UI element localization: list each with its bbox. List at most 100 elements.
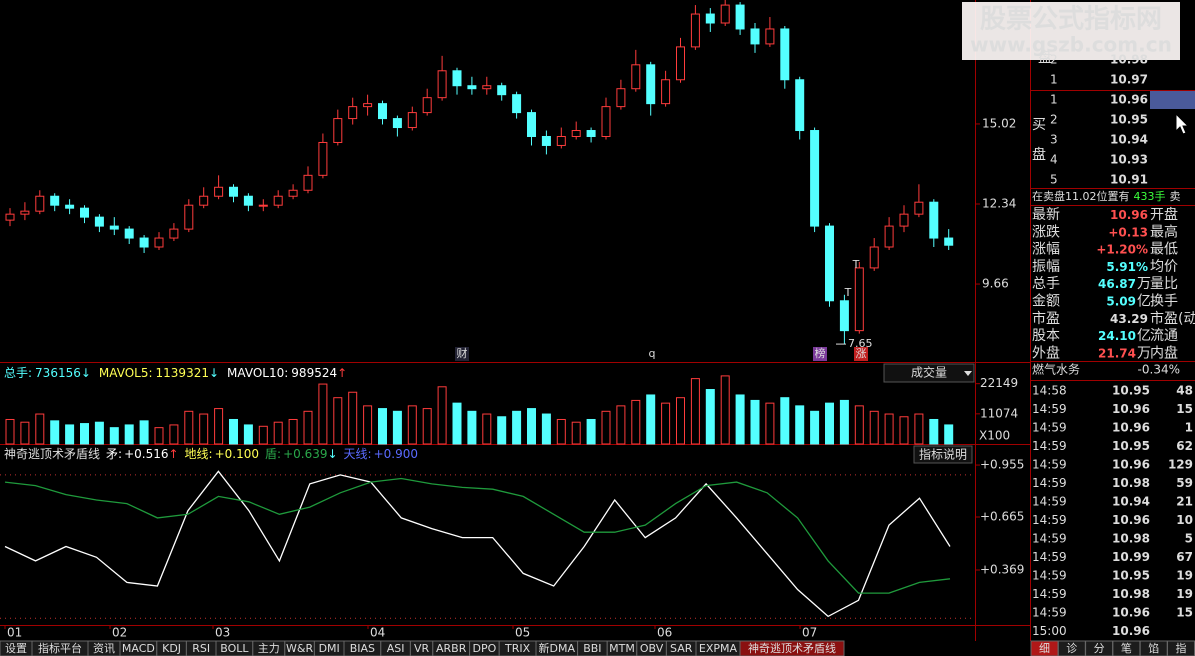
y-tick-label: 12.34 [982, 196, 1016, 210]
quote-label: 金额 [1032, 294, 1060, 310]
quote-label: 最新 [1032, 207, 1060, 223]
candle-body [80, 207, 89, 218]
help-box[interactable] [913, 445, 973, 464]
candle-body [363, 103, 373, 108]
annotation: 涨 [856, 347, 867, 360]
tab-label: KDJ [162, 642, 181, 655]
trade-price: 10.96 [1112, 513, 1150, 527]
candle-body [5, 213, 15, 221]
selector-box[interactable] [883, 363, 975, 383]
quote-unit: 亿 [1137, 294, 1151, 310]
volume-bar [839, 399, 849, 445]
tab-label: BBI [583, 642, 601, 655]
book-price: 10.93 [1110, 153, 1148, 167]
candle-body [303, 174, 313, 191]
trade-price: 10.95 [1112, 439, 1150, 453]
trade-price: 10.96 [1112, 421, 1150, 435]
side-tab-label: 指 [1176, 641, 1187, 655]
quote-value: 10.96 [1110, 208, 1148, 222]
candle-body [407, 112, 417, 129]
candle-body [154, 237, 164, 248]
volume-bar [795, 405, 805, 445]
y-tick-label: 15.02 [982, 116, 1016, 130]
candle-body [676, 46, 685, 81]
volume-bar [854, 405, 864, 445]
candle-body [437, 70, 447, 99]
tab-label: VR [414, 642, 430, 655]
book-side-label: 盘 [1038, 49, 1052, 66]
trade-price: 10.98 [1112, 476, 1150, 490]
candle-body [839, 300, 849, 332]
candle-body [333, 118, 343, 143]
y-tick-label: +0.665 [980, 509, 1024, 523]
tab-label: 神奇逃顶术矛盾线 [748, 641, 836, 655]
volume-bar [333, 397, 343, 445]
volume-bar [50, 420, 60, 445]
candle-body [869, 246, 879, 269]
header-arrow: ↓ [327, 447, 337, 461]
volume-bar [571, 421, 581, 445]
header-value: +0.516 [124, 447, 168, 461]
candle-body [690, 13, 700, 48]
volume-bar [601, 410, 611, 445]
volume-bar [825, 402, 834, 445]
trade-volume: 48 [1176, 384, 1193, 398]
volume-bar [616, 405, 626, 445]
book-notice: 在卖盘11.02位置有 433手卖 [1032, 189, 1181, 203]
candle-body [914, 201, 924, 215]
volume-bar [154, 427, 164, 445]
y-tick-label: +0.369 [980, 563, 1024, 577]
trade-time: 15:00 [1032, 624, 1067, 638]
tab-label: MACD [122, 642, 155, 655]
tab-label: ASI [387, 642, 405, 655]
volume-bar [929, 418, 939, 445]
selection [1150, 91, 1195, 109]
volume-bar [482, 413, 492, 445]
quote-value: 21.74 [1098, 346, 1136, 360]
candle-body [20, 210, 30, 215]
volume-bar [363, 405, 373, 445]
quote-right-label: 开盘 [1150, 206, 1178, 223]
trade-price: 10.98 [1112, 532, 1150, 546]
book-level: 5 [1050, 173, 1058, 187]
trade-volume: 19 [1176, 569, 1193, 583]
quote-number: 21.74 [1098, 346, 1136, 360]
quote-label: 外盘 [1032, 344, 1060, 361]
volume-bar [735, 394, 745, 445]
candle-body [750, 28, 760, 45]
frame [0, 0, 1195, 641]
volume-bar [869, 410, 879, 445]
quote-label: 涨跌 [1032, 224, 1060, 240]
trade-volume: 59 [1176, 476, 1193, 490]
trade-volume: 1 [1185, 421, 1193, 435]
book-price: 10.95 [1110, 113, 1148, 127]
annotation: T [844, 286, 852, 299]
header-arrow: ↑ [168, 447, 178, 461]
side-tab-label: 诊 [1066, 641, 1077, 655]
indicator-line [4, 470, 951, 618]
y-tick-label: 11074 [980, 406, 1018, 420]
quote-right-label: 换手 [1150, 293, 1178, 310]
candle-body [661, 79, 671, 105]
candle-body [258, 204, 268, 207]
trade-price: 10.96 [1112, 624, 1150, 638]
candle-body [214, 186, 224, 197]
trade-price: 10.95 [1112, 384, 1150, 398]
tab[interactable] [739, 640, 845, 656]
volume-bar [765, 402, 775, 445]
candle-body [273, 195, 283, 206]
volume-header: 总手: 736156↓ MAVOL5: 1139321↓ MAVOL10: 989524↑ [4, 366, 347, 380]
selector-label: 成交量 [911, 365, 947, 380]
volume-bar [199, 413, 209, 445]
volume-bar [20, 421, 30, 445]
quote-unit: 万 [1137, 345, 1151, 361]
candle-body [601, 106, 611, 137]
candle-body [646, 64, 656, 105]
tab-label: 设置 [5, 642, 27, 655]
y-tick-label: +0.955 [980, 458, 1024, 472]
quote-value: 46.87 [1098, 277, 1136, 291]
trade-volume: 21 [1176, 495, 1193, 509]
sector-change: -0.34% [1138, 363, 1180, 377]
candle-body [825, 225, 834, 302]
book-level: 4 [1050, 153, 1058, 167]
